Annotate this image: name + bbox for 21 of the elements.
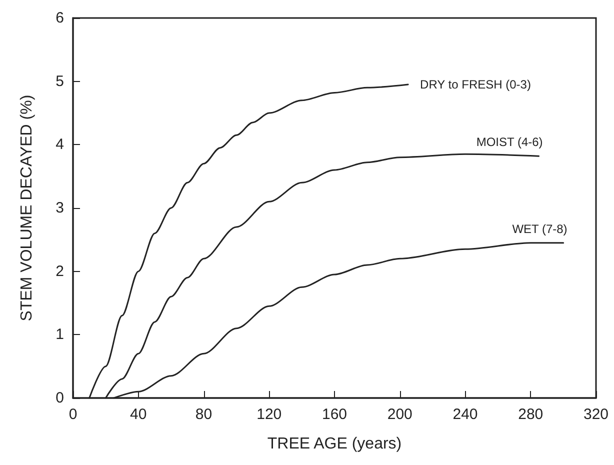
x-tick-label: 240 bbox=[452, 406, 478, 423]
y-axis-title: STEM VOLUME DECAYED (%) bbox=[18, 94, 36, 322]
series-label: DRY to FRESH (0-3) bbox=[420, 78, 531, 92]
x-tick-label: 160 bbox=[322, 406, 348, 423]
x-tick-label: 200 bbox=[387, 406, 412, 423]
y-tick-label: 0 bbox=[56, 390, 64, 406]
series-label: WET (7-8) bbox=[512, 222, 568, 236]
y-tick-label: 1 bbox=[56, 326, 64, 344]
y-tick-label: 6 bbox=[56, 10, 64, 26]
x-tick-label: 320 bbox=[583, 406, 609, 423]
y-tick-label: 2 bbox=[56, 262, 64, 280]
x-tick-label: 40 bbox=[130, 406, 147, 423]
y-tick-label: 3 bbox=[56, 200, 64, 216]
x-axis-title: TREE AGE (years) bbox=[267, 436, 402, 452]
x-tick-label: 80 bbox=[195, 406, 212, 423]
y-tick-label: 5 bbox=[56, 72, 64, 90]
x-tick-label: 120 bbox=[256, 406, 282, 423]
y-tick-label: 4 bbox=[56, 136, 64, 154]
x-tick-label: 0 bbox=[68, 406, 78, 423]
series-label: MOIST (4-6) bbox=[476, 135, 543, 150]
x-tick-label: 280 bbox=[518, 406, 544, 423]
